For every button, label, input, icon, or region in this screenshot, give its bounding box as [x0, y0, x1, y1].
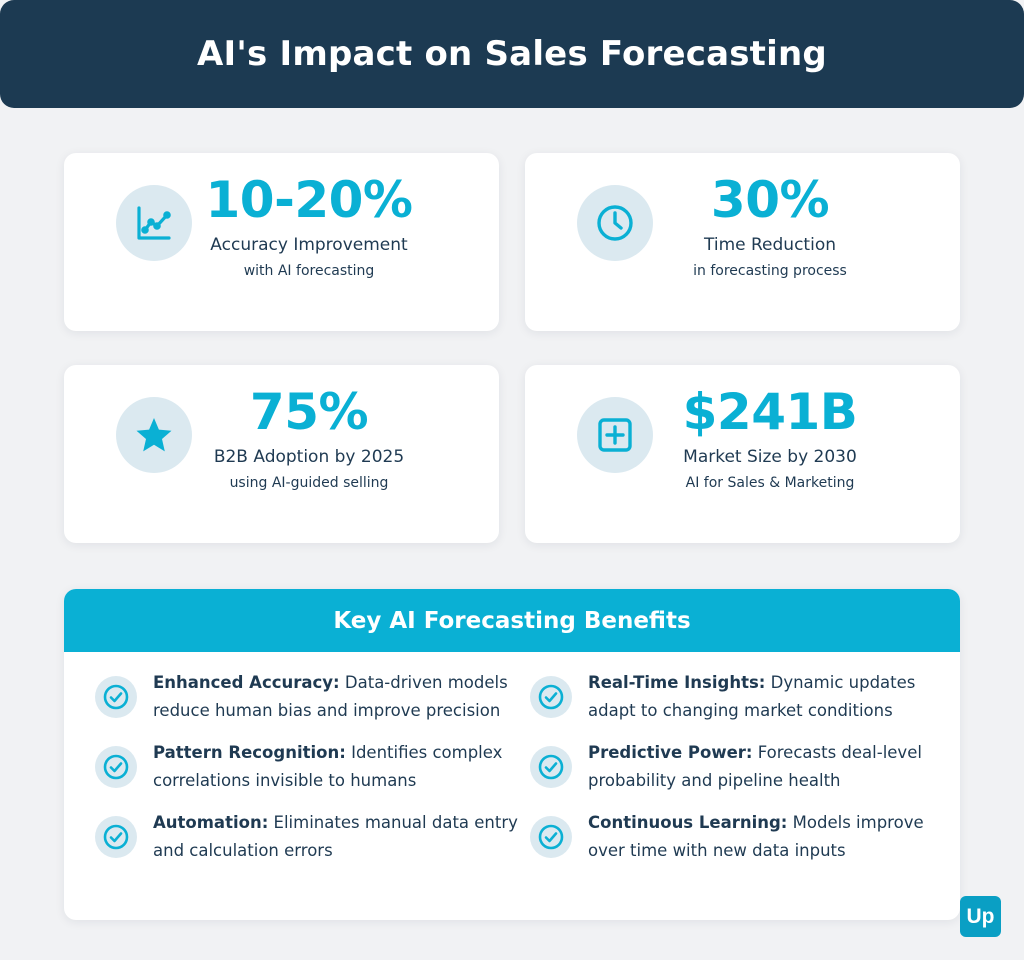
star-icon [116, 397, 192, 473]
check-circle-icon [530, 816, 572, 858]
benefits-header: Key AI Forecasting Benefits [64, 589, 960, 652]
brand-logo: Up [960, 896, 1001, 937]
check-circle-icon [95, 676, 137, 718]
stat-card-accuracy: 10-20% Accuracy Improvement with AI fore… [64, 153, 499, 331]
stat-label: Accuracy Improvement [210, 235, 408, 255]
stat-value: 30% [710, 171, 830, 229]
benefit-description: Dynamic updates adapt to changing market… [588, 673, 916, 720]
benefit-description: Forecasts deal-level probability and pip… [588, 743, 922, 790]
line-chart-icon [116, 185, 192, 261]
check-circle-icon [95, 746, 137, 788]
benefit-description: Eliminates manual data entry and calcula… [153, 813, 518, 860]
benefit-term: Pattern Recognition: [153, 743, 346, 762]
stat-subtext: in forecasting process [693, 263, 847, 279]
plus-square-icon [577, 397, 653, 473]
benefit-term: Enhanced Accuracy: [153, 673, 340, 692]
benefits-title: Key AI Forecasting Benefits [333, 607, 691, 634]
stat-value: $241B [682, 383, 858, 441]
stat-value: 75% [249, 383, 369, 441]
stat-label: B2B Adoption by 2025 [213, 447, 405, 467]
benefit-description: Models improve over time with new data i… [588, 813, 924, 860]
stat-card-market: $241B Market Size by 2030 AI for Sales &… [525, 365, 960, 543]
benefit-term: Real-Time Insights: [588, 673, 766, 692]
stat-subtext: using AI-guided selling [229, 475, 389, 491]
stat-subtext: with AI forecasting [243, 263, 375, 279]
stat-card-time: 30% Time Reduction in forecasting proces… [525, 153, 960, 331]
benefits-panel: Key AI Forecasting Benefits Enhanced Acc… [64, 589, 960, 920]
benefit-term: Continuous Learning: [588, 813, 788, 832]
page-header: AI's Impact on Sales Forecasting [0, 0, 1024, 108]
benefit-description: Identifies complex correlations invisibl… [153, 743, 503, 790]
stat-subtext: AI for Sales & Marketing [685, 475, 855, 491]
page-title: AI's Impact on Sales Forecasting [197, 34, 827, 74]
stat-label: Time Reduction [704, 235, 836, 255]
check-circle-icon [530, 676, 572, 718]
benefit-term: Automation: [153, 813, 269, 832]
benefit-term: Predictive Power: [588, 743, 753, 762]
check-circle-icon [95, 816, 137, 858]
clock-icon [577, 185, 653, 261]
check-circle-icon [530, 746, 572, 788]
benefit-description: Data-driven models reduce human bias and… [153, 673, 508, 720]
stat-label: Market Size by 2030 [683, 447, 857, 467]
stat-card-adoption: 75% B2B Adoption by 2025 using AI-guided… [64, 365, 499, 543]
stat-value: 10-20% [205, 171, 413, 229]
